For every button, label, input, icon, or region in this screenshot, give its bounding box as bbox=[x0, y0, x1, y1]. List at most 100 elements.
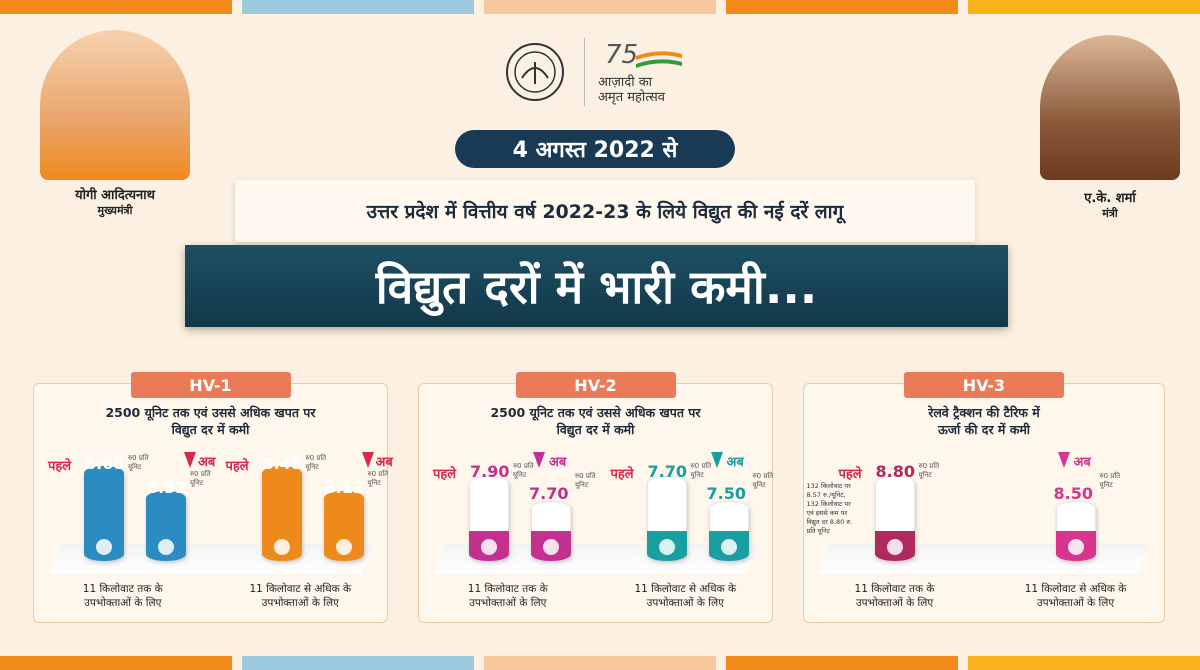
caption-line: 11 किलोवाट से अधिक के bbox=[1024, 583, 1127, 595]
before-label: पहले bbox=[433, 467, 457, 482]
bulb-icon bbox=[481, 539, 497, 555]
before-unit: रु0 प्रति यूनिट bbox=[918, 462, 940, 479]
caption-line: 11 किलोवाट तक के bbox=[82, 583, 163, 595]
after-unit: रु0 प्रति यूनिट bbox=[575, 472, 596, 489]
panel: HV-3 रेलवे ट्रैक्शन की टैरिफ में ऊर्जा की … bbox=[803, 372, 1165, 623]
person-role: मुख्यमंत्री bbox=[97, 204, 133, 217]
panel: HV-2 2500 यूनिट तक एवं उससे अधिक खपत पर वि… bbox=[418, 372, 773, 623]
heading-line: विद्युत दर में कमी bbox=[171, 422, 250, 437]
before-label: पहले bbox=[48, 459, 72, 474]
stripe bbox=[0, 0, 232, 14]
after-label: अब bbox=[549, 455, 567, 470]
after-unit: रु0 प्रति यूनिट bbox=[190, 470, 211, 487]
stripe bbox=[968, 656, 1200, 670]
note-line: विद्युत दर 8.80 रु. bbox=[806, 518, 853, 526]
bulb-icon bbox=[96, 539, 112, 555]
logo-number: 75 bbox=[605, 40, 639, 70]
caption: 11 किलोवाट से अधिक के उपभोक्ताओं के लिए bbox=[610, 582, 760, 610]
panel-tab: HV-1 bbox=[130, 372, 291, 398]
stripe bbox=[0, 656, 232, 670]
heading-line: 2500 यूनिट तक एवं उससे अधिक खपत पर bbox=[490, 405, 701, 420]
note-line: एवं इससे कम पर bbox=[806, 509, 848, 517]
stripe bbox=[484, 656, 716, 670]
stripe bbox=[484, 0, 716, 14]
after-unit: रु0 प्रति यूनिट bbox=[1099, 472, 1121, 489]
before-unit: रु0 प्रति यूनिट bbox=[128, 454, 149, 471]
bulb-icon bbox=[1067, 539, 1084, 555]
after-label: अब bbox=[726, 455, 744, 470]
before-unit: रु0 प्रति यूनिट bbox=[513, 462, 534, 479]
stripe bbox=[242, 0, 474, 14]
stripe bbox=[968, 0, 1200, 14]
date-pill: 4 अगस्त 2022 से bbox=[455, 130, 735, 168]
after-unit: रु0 प्रति यूनिट bbox=[367, 470, 389, 487]
before-value: 8.80 bbox=[875, 462, 915, 481]
photo bbox=[1040, 35, 1180, 180]
bulb-icon bbox=[335, 539, 352, 555]
caption-line: 11 किलोवाट तक के bbox=[854, 583, 935, 595]
note-line: 132 किलोवाट पर bbox=[806, 500, 851, 508]
caption: 11 किलोवाट से अधिक के उपभोक्ताओं के लिए bbox=[225, 582, 375, 610]
after-value: 8.32 bbox=[147, 478, 187, 497]
floor bbox=[818, 544, 1150, 574]
panel: HV-1 2500 यूनिट तक एवं उससे अधिक खपत पर वि… bbox=[33, 372, 393, 623]
right-person: ए.के. शर्मा मंत्री bbox=[1020, 188, 1200, 221]
before-label: पहले bbox=[838, 467, 862, 482]
panel-heading: 2500 यूनिट तक एवं उससे अधिक खपत पर विद्यु… bbox=[34, 404, 387, 438]
stripe bbox=[726, 656, 958, 670]
divider bbox=[584, 38, 585, 106]
after-label: अब bbox=[375, 455, 393, 470]
before-value: 7.90 bbox=[470, 462, 510, 481]
after-label: अब bbox=[198, 455, 216, 470]
caption-line: उपभोक्ताओं के लिए bbox=[1036, 597, 1115, 609]
bulb-icon bbox=[273, 539, 290, 555]
flag-swoosh bbox=[636, 51, 682, 68]
caption: 11 किलोवाट तक के उपभोक्ताओं के लिए bbox=[820, 582, 970, 610]
logo-text: अमृत महोत्सव bbox=[598, 90, 666, 105]
caption-line: उपभोक्ताओं के लिए bbox=[855, 597, 934, 609]
logo-text: आज़ादी का bbox=[598, 75, 653, 90]
caption-line: 11 किलोवाट से अधिक के bbox=[249, 583, 352, 595]
bulb-icon bbox=[720, 539, 737, 555]
caption-line: उपभोक्ताओं के लिए bbox=[646, 597, 724, 609]
before-unit: रु0 प्रति यूनिट bbox=[305, 454, 327, 471]
bulb-icon bbox=[658, 539, 675, 555]
after-value: 8.12 bbox=[324, 478, 364, 497]
after-label: अब bbox=[1073, 455, 1091, 470]
before-value: 8.48 bbox=[262, 454, 302, 473]
person-role: मंत्री bbox=[1102, 207, 1118, 220]
bulb-icon bbox=[543, 539, 559, 555]
note-line: 8.57 रु./यूनिट, bbox=[806, 491, 846, 499]
after-value: 8.50 bbox=[1053, 484, 1093, 503]
subtitle: उत्तर प्रदेश में वित्तीय वर्ष 2022-23 के… bbox=[235, 180, 975, 242]
after-unit: रु0 प्रति यूनिट bbox=[752, 472, 774, 489]
before-unit: रु0 प्रति यूनिट bbox=[690, 462, 712, 479]
panel-tab: HV-2 bbox=[515, 372, 676, 398]
photo bbox=[40, 30, 190, 180]
person-name: योगी आदित्यनाथ bbox=[75, 188, 155, 203]
heading-line: विद्युत दर में कमी bbox=[556, 422, 635, 437]
note-line: प्रति यूनिट bbox=[806, 527, 831, 535]
before-value: 8.68 bbox=[85, 454, 125, 473]
down-arrow bbox=[710, 452, 723, 468]
panel-tab: HV-3 bbox=[904, 372, 1064, 398]
heading-line: 2500 यूनिट तक एवं उससे अधिक खपत पर bbox=[105, 405, 316, 420]
before-value: 7.70 bbox=[647, 462, 687, 481]
after-value: 7.50 bbox=[706, 484, 746, 503]
bulb-icon bbox=[158, 539, 174, 555]
emblem bbox=[506, 43, 564, 101]
caption-line: उपभोक्ताओं के लिए bbox=[261, 597, 339, 609]
caption-line: उपभोक्ताओं के लिए bbox=[469, 597, 547, 609]
before-label: पहले bbox=[225, 459, 249, 474]
down-arrow bbox=[361, 452, 374, 468]
heading-line: ऊर्जा की दर में कमी bbox=[937, 422, 1031, 437]
caption-line: 11 किलोवाट तक के bbox=[467, 583, 548, 595]
stripe bbox=[726, 0, 958, 14]
before-label: पहले bbox=[610, 467, 634, 482]
panel-heading: 2500 यूनिट तक एवं उससे अधिक खपत पर विद्यु… bbox=[419, 404, 772, 438]
after-value: 7.70 bbox=[529, 484, 569, 503]
title: विद्युत दरों में भारी कमी... bbox=[185, 245, 1008, 327]
panel-heading: रेलवे ट्रैक्शन की टैरिफ में ऊर्जा की दर म… bbox=[804, 404, 1164, 438]
note: 132 किलोवाट पर 8.57 रु./यूनिट, 132 किलोवाट… bbox=[807, 482, 869, 536]
